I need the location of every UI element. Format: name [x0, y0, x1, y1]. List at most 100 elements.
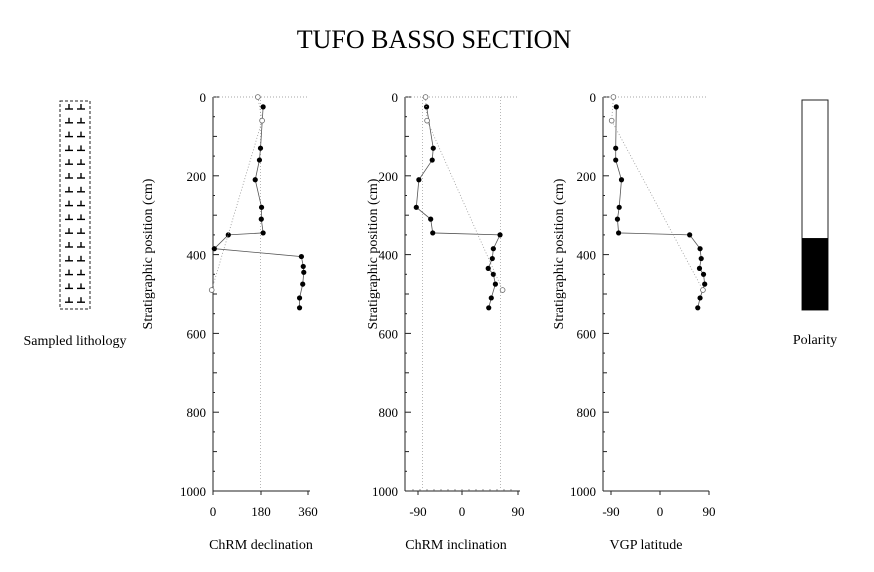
- polarity-reversed-zone: [802, 238, 828, 310]
- lithology-label: Sampled lithology: [23, 334, 126, 349]
- data-point: [687, 232, 693, 238]
- inclination-plot: 0 200 400 600 800 1000 Stratigraphic position …: [366, 90, 525, 553]
- y-tick-label: 600: [187, 326, 207, 341]
- data-point: [485, 265, 491, 271]
- data-point: [256, 157, 263, 163]
- data-point: [613, 157, 619, 163]
- series-line: [425, 96, 503, 291]
- data-point: [700, 271, 707, 277]
- data-point: [490, 246, 496, 252]
- data-point: [616, 230, 622, 236]
- data-point: [614, 216, 621, 222]
- data-point-open: [259, 117, 265, 124]
- data-point: [492, 281, 498, 287]
- x-tick-label: 180: [251, 504, 271, 519]
- x-tick-label: 0: [657, 504, 664, 519]
- polarity-label: Polarity: [793, 333, 837, 348]
- data-point-open: [208, 287, 215, 293]
- y-tick-label: 1000: [180, 484, 206, 499]
- data-point-open: [255, 94, 261, 100]
- data-point: [430, 145, 436, 151]
- y-tick-label: 200: [379, 169, 399, 184]
- series-line: [211, 96, 263, 291]
- series-line: [615, 106, 706, 308]
- data-point: [486, 305, 492, 311]
- data-point: [413, 204, 419, 210]
- data-point-open: [700, 287, 706, 293]
- y-tick-label: 600: [577, 326, 597, 341]
- data-point: [616, 204, 622, 210]
- data-point: [300, 281, 306, 287]
- data-point: [695, 305, 701, 311]
- data-point-open: [422, 94, 429, 100]
- y-tick-label: 1000: [372, 484, 398, 499]
- data-point: [497, 232, 503, 238]
- y-tick-label: 0: [200, 90, 207, 105]
- data-point: [258, 216, 264, 222]
- data-point: [252, 177, 258, 183]
- data-point: [225, 232, 231, 238]
- data-point: [429, 157, 435, 163]
- polarity-column: [801, 99, 829, 311]
- data-point: [428, 216, 434, 222]
- data-point: [489, 255, 495, 262]
- data-point: [257, 145, 264, 151]
- y-tick-label: 400: [577, 248, 597, 263]
- data-point: [298, 253, 305, 260]
- y-tick-label: 200: [187, 169, 207, 184]
- data-point: [260, 104, 266, 110]
- data-point: [416, 177, 422, 183]
- y-axis-label: Stratigraphic position (cm): [552, 178, 567, 329]
- y-axis-label: Stratigraphic position (cm): [366, 178, 381, 329]
- data-point: [260, 230, 266, 236]
- y-tick-label: 800: [187, 405, 207, 420]
- y-tick-label: 600: [379, 326, 399, 341]
- data-point-open: [424, 117, 430, 124]
- series-line: [611, 96, 704, 291]
- declination-plot: 0 200 400 600 800 1000 Stratigraphic position …: [141, 90, 318, 553]
- data-point: [211, 246, 217, 252]
- data-point: [702, 281, 708, 287]
- y-tick-label: 400: [187, 248, 207, 263]
- x-tick-label: 360: [298, 504, 318, 519]
- vgp-latitude-plot: 0 200 400 600 800 1000 Stratigraphic position …: [552, 90, 716, 553]
- data-point: [296, 295, 303, 301]
- data-point: [488, 295, 494, 301]
- data-point: [301, 269, 307, 275]
- y-tick-label: 800: [577, 405, 597, 420]
- x-axis-label: ChRM declination: [209, 538, 313, 553]
- data-point: [430, 230, 436, 236]
- y-tick-label: 0: [392, 90, 399, 105]
- data-point: [698, 255, 704, 262]
- x-tick-label: -90: [409, 504, 426, 519]
- y-tick-label: 0: [590, 90, 597, 105]
- series-line: [415, 106, 501, 308]
- data-point: [697, 246, 703, 252]
- x-axis-label: VGP latitude: [610, 538, 683, 553]
- figure-title: TUFO BASSO SECTION: [297, 25, 572, 54]
- x-tick-label: 0: [459, 504, 466, 519]
- lithology-column: [59, 100, 91, 310]
- data-point: [613, 104, 619, 110]
- x-tick-label: 90: [703, 504, 716, 519]
- y-axis-label: Stratigraphic position (cm): [141, 178, 156, 329]
- data-point: [697, 295, 703, 301]
- y-tick-label: 800: [379, 405, 399, 420]
- data-point: [696, 265, 703, 271]
- data-point: [618, 177, 625, 183]
- y-tick-label: 200: [577, 169, 597, 184]
- y-tick-label: 400: [379, 248, 399, 263]
- data-point: [258, 204, 265, 210]
- data-point-open: [608, 117, 615, 124]
- data-point: [300, 263, 306, 270]
- data-point: [613, 145, 619, 151]
- y-tick-label: 1000: [570, 484, 596, 499]
- data-point-open: [610, 94, 617, 100]
- data-point: [296, 305, 303, 311]
- x-tick-label: 90: [512, 504, 525, 519]
- x-axis-label: ChRM inclination: [405, 538, 507, 553]
- x-tick-label: -90: [602, 504, 619, 519]
- data-point-open: [499, 287, 506, 293]
- data-point: [490, 271, 496, 277]
